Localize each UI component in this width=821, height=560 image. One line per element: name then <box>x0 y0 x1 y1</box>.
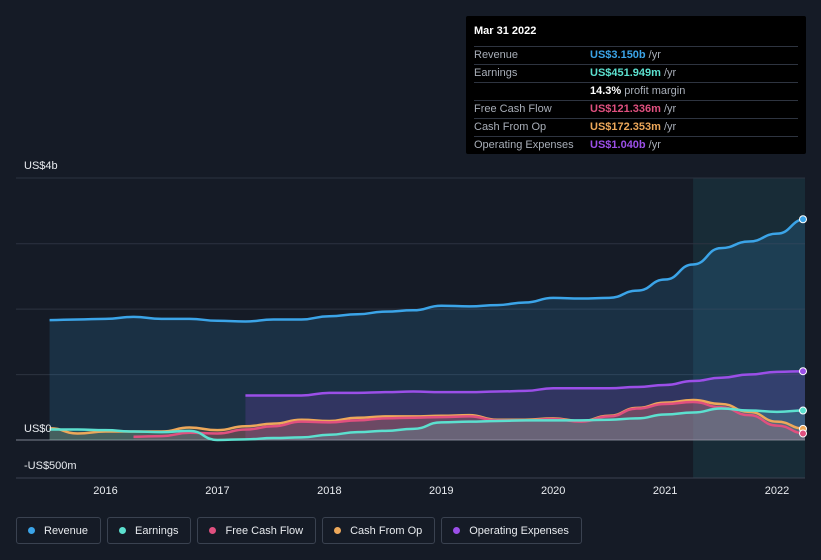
legend-label: Operating Expenses <box>469 524 569 537</box>
tooltip-row: Earnings US$451.949m/yr <box>474 65 798 83</box>
tooltip-panel: Mar 31 2022 Revenue US$3.150b/yr Earnings U… <box>466 16 806 154</box>
legend-label: Revenue <box>44 524 89 537</box>
tooltip-row-value: 14.3% <box>590 85 622 97</box>
tooltip-row-value: US$1.040b <box>590 139 646 151</box>
series-line-revenue <box>49 218 806 323</box>
tooltip-row-unit: /yr <box>648 139 661 151</box>
y-axis-bottom-label: -US$500m <box>24 460 77 472</box>
legend-item-free-cash-flow[interactable]: Free Cash Flow <box>197 517 317 544</box>
series-endpoint-revenue <box>799 215 807 224</box>
legend-item-earnings[interactable]: Earnings <box>107 517 192 544</box>
tooltip-row-value: US$3.150b <box>590 49 646 61</box>
tooltip-row-unit: /yr <box>663 67 677 79</box>
tooltip-row-unit: profit margin <box>624 85 686 97</box>
legend-item-operating-expenses[interactable]: Operating Expenses <box>441 517 582 544</box>
x-tick-label: 2019 <box>429 485 454 497</box>
series-line-free-cash-flow <box>133 400 806 438</box>
x-tick-label: 2016 <box>93 485 118 497</box>
series-endpoint-earnings <box>799 406 807 415</box>
legend-label: Cash From Op <box>350 524 423 537</box>
series-line-cash-from-op <box>49 398 806 435</box>
tooltip-row-value: US$172.353m <box>590 121 661 133</box>
legend-item-revenue[interactable]: Revenue <box>16 517 102 544</box>
tooltip-row-label: Earnings <box>474 67 518 79</box>
y-axis-top-label: US$4b <box>24 160 58 172</box>
series-area-revenue <box>49 219 806 440</box>
legend: Revenue Earnings Free Cash Flow Cash From O… <box>16 517 582 544</box>
tooltip-row: Operating Expenses US$1.040b/yr <box>474 137 798 154</box>
series-endpoint-operating-expenses <box>799 367 807 376</box>
tooltip-row: Free Cash Flow US$121.336m/yr <box>474 101 798 119</box>
tooltip-row-unit: /yr <box>648 49 661 61</box>
legend-label: Earnings <box>135 524 179 537</box>
x-tick-label: 2022 <box>764 485 790 497</box>
tooltip-row-label: Operating Expenses <box>474 139 574 151</box>
series-endpoint-free-cash-flow <box>799 429 807 438</box>
tooltip-row-value: US$121.336m <box>590 103 661 115</box>
legend-item-cash-from-op[interactable]: Cash From Op <box>322 517 436 544</box>
tooltip-row-unit: /yr <box>663 121 677 133</box>
series-area-operating-expenses <box>245 371 805 440</box>
series-line-operating-expenses <box>245 369 806 397</box>
legend-dot-icon <box>119 527 127 534</box>
tooltip-row-label <box>474 83 590 100</box>
tooltip-row-label: Free Cash Flow <box>474 103 552 115</box>
legend-dot-icon <box>453 527 461 534</box>
legend-dot-icon <box>209 527 217 534</box>
x-tick-label: 2017 <box>205 485 230 497</box>
tooltip-row: 14.3% profit margin <box>474 83 798 101</box>
legend-label: Free Cash Flow <box>225 524 304 537</box>
series-line-earnings <box>49 407 806 442</box>
series-area-earnings <box>49 408 806 440</box>
tooltip-date: Mar 31 2022 <box>474 24 798 47</box>
tooltip-row-label: Cash From Op <box>474 121 547 133</box>
x-tick-label: 2021 <box>652 485 678 497</box>
x-tick-label: 2018 <box>317 485 342 497</box>
tooltip-row-unit: /yr <box>663 103 677 115</box>
x-tick-label: 2020 <box>540 485 566 497</box>
tooltip-row-value: US$451.949m <box>590 67 661 79</box>
tooltip-row-label: Revenue <box>474 49 519 61</box>
y-axis-zero-label: US$0 <box>24 423 52 435</box>
tooltip-row: Revenue US$3.150b/yr <box>474 47 798 65</box>
legend-dot-icon <box>334 527 342 534</box>
tooltip-row: Cash From Op US$172.353m/yr <box>474 119 798 137</box>
legend-dot-icon <box>28 527 35 534</box>
